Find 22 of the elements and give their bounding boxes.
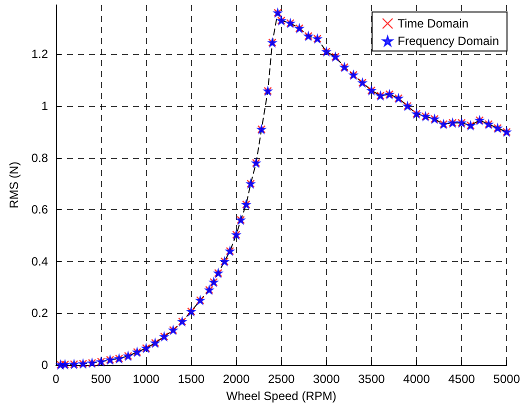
y-tick-label: 0.4 (31, 254, 48, 268)
legend-label: Frequency Domain (398, 34, 500, 48)
y-tick-label: 1 (41, 99, 48, 114)
y-axis-title: RMS (N) (7, 162, 21, 208)
x-tick-label: 1500 (178, 372, 205, 386)
x-tick-label: 2500 (268, 372, 295, 386)
x-axis-title: Wheel Speed (RPM) (226, 388, 336, 403)
x-tick-label: 2000 (222, 372, 250, 386)
y-tick-label: 0.6 (31, 202, 48, 217)
x-tick-label: 3000 (313, 372, 340, 386)
y-tick-label: 0 (41, 358, 48, 372)
y-tick-label: 0.2 (31, 306, 48, 320)
x-tick-label: 4500 (448, 372, 476, 386)
x-tick-label: 0 (52, 372, 60, 386)
x-tick-label: 4000 (403, 372, 430, 386)
x-tick-label: 500 (91, 372, 112, 386)
x-tick-label: 3500 (358, 372, 386, 386)
x-tick-label: 1000 (132, 372, 160, 386)
legend-label: Time Domain (398, 16, 469, 30)
y-tick-label: 0.8 (31, 150, 48, 165)
y-tick-label: 1.2 (31, 47, 48, 62)
x-tick-label: 5000 (493, 372, 520, 386)
